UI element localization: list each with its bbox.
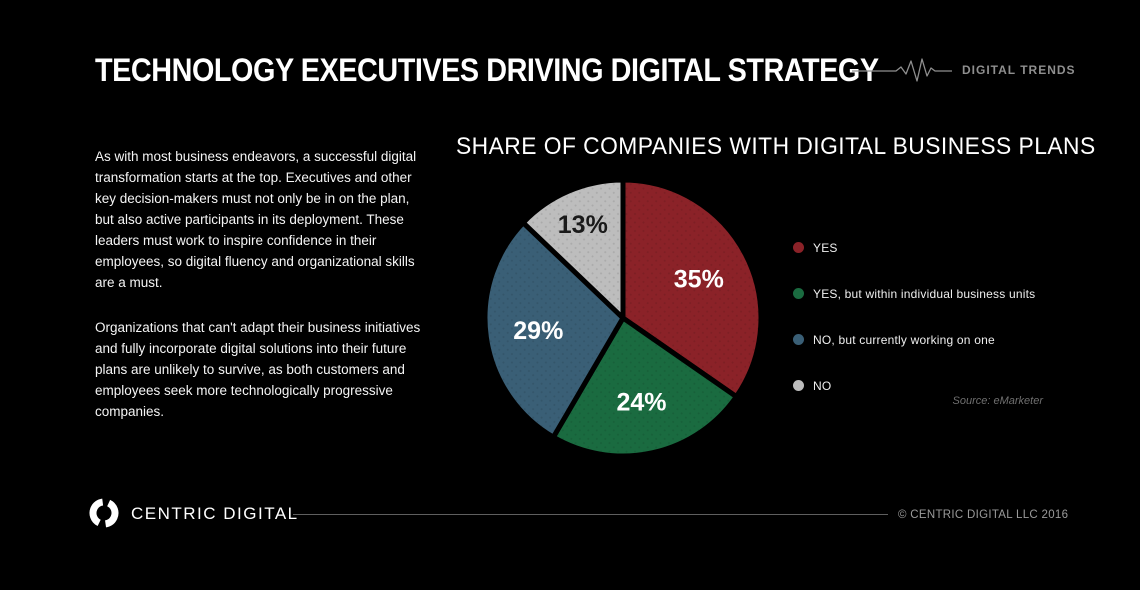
pie-chart: 35% 24% 29% 13% xyxy=(482,177,764,459)
legend-item-label: NO xyxy=(813,378,832,393)
pie-slice-texture xyxy=(484,222,623,438)
centric-digital-logo-icon xyxy=(89,498,119,528)
heartbeat-pulse-icon xyxy=(852,58,952,82)
footer-copyright: © CENTRIC DIGITAL LLC 2016 xyxy=(898,509,1069,521)
pie-slice-value-label: 13% xyxy=(558,211,608,239)
page-title: TECHNOLOGY EXECUTIVES DRIVING DIGITAL ST… xyxy=(95,52,879,88)
legend-color-dot xyxy=(793,334,804,345)
legend-item: NO, but currently working on one xyxy=(793,332,1035,347)
legend-color-dot xyxy=(793,380,804,391)
pie-slice-texture xyxy=(553,318,737,456)
legend-item-label: YES xyxy=(813,240,838,255)
pie-slice-texture xyxy=(523,180,623,318)
pie-slice-value-label: 24% xyxy=(616,389,666,417)
intro-copy: As with most business endeavors, a succe… xyxy=(95,146,425,446)
chart-legend: YES YES, but within individual business u… xyxy=(793,241,1035,425)
footer-brand-name: CENTRIC DIGITAL xyxy=(131,504,299,523)
legend-color-dot xyxy=(793,288,804,299)
brand-tag-group: DIGITAL TRENDS xyxy=(852,57,1076,83)
intro-paragraph-1: As with most business endeavors, a succe… xyxy=(95,149,417,290)
legend-item-label: NO, but currently working on one xyxy=(813,332,995,347)
legend-item: YES, but within individual business unit… xyxy=(793,286,1036,301)
pie-slice-value-label: 35% xyxy=(674,265,724,293)
footer-divider xyxy=(293,514,888,515)
pie-slice-texture xyxy=(623,180,761,397)
brand-tag-label: DIGITAL TRENDS xyxy=(962,63,1076,77)
intro-paragraph-2: Organizations that can't adapt their bus… xyxy=(95,320,421,419)
source-note: Source: eMarketer xyxy=(952,395,1043,407)
pie-slice-value-label: 29% xyxy=(513,317,563,345)
legend-color-dot xyxy=(793,242,804,253)
legend-item: YES xyxy=(793,240,1035,255)
legend-item-label: YES, but within individual business unit… xyxy=(813,286,1036,301)
legend-item: NO xyxy=(793,378,1035,393)
chart-title: SHARE OF COMPANIES WITH DIGITAL BUSINESS… xyxy=(456,133,1096,160)
